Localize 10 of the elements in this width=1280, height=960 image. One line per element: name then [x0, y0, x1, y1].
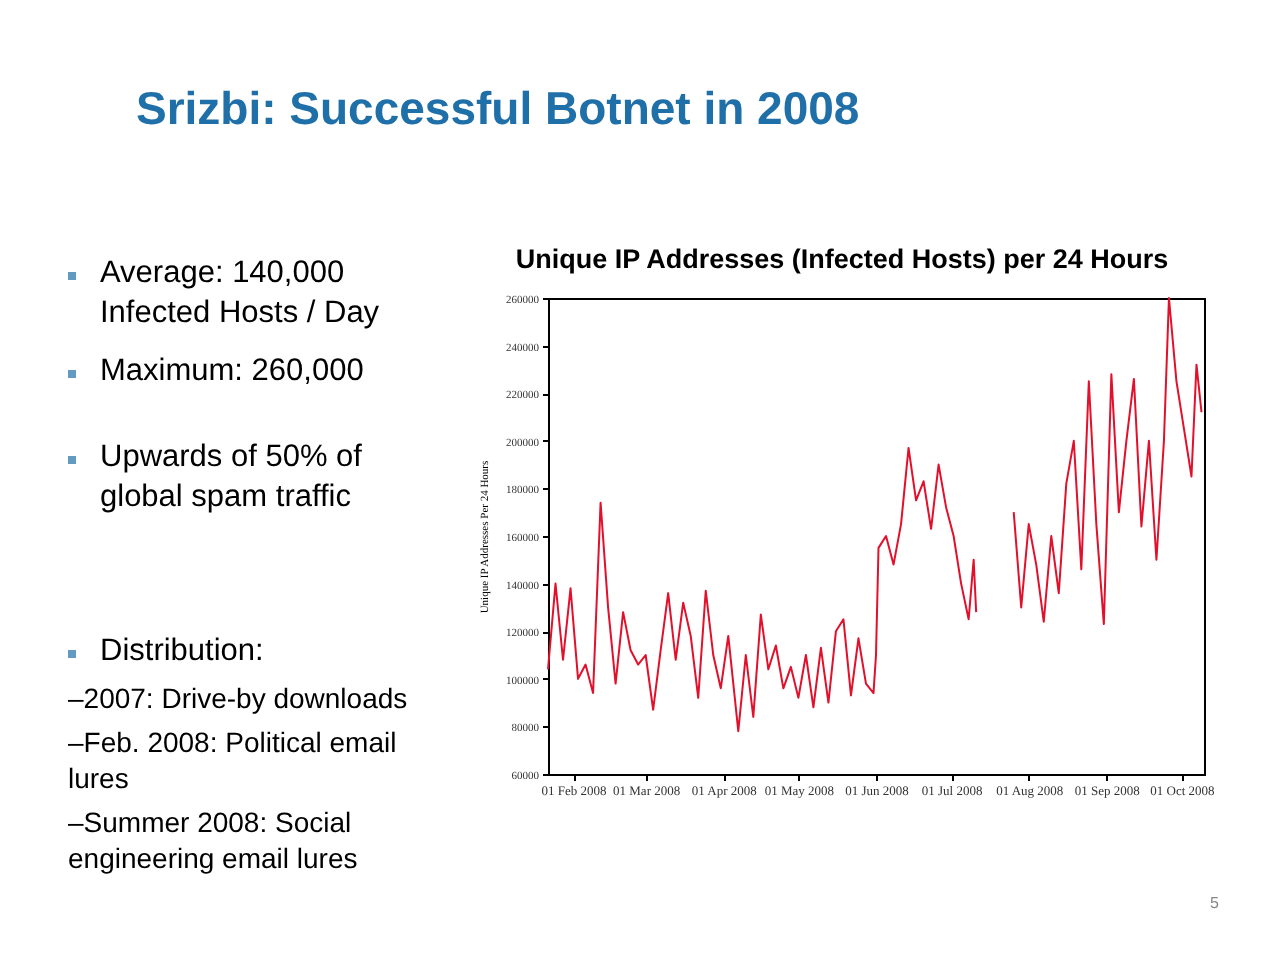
text: Maximum: 260,000: [100, 354, 365, 388]
text: –Summer 2008: Social engineering email lures: [68, 806, 358, 875]
text: Distribution:: [100, 634, 264, 668]
text: –2007: Drive-by downloads: [68, 682, 408, 714]
chart-title: Srizbi: Successful Botnet in 2008: [136, 82, 860, 134]
chart-subtitle: Unique IP Addresses (Infected Hosts) per 24 Hours: [515, 244, 1169, 274]
text: Upwards of 50% of global spam traffic: [100, 440, 364, 515]
text: –Feb. 2008: Political email lures: [68, 726, 397, 795]
text: 5: [1210, 894, 1220, 912]
text: Average: 140,000 Infected Hosts / Day: [100, 256, 380, 331]
